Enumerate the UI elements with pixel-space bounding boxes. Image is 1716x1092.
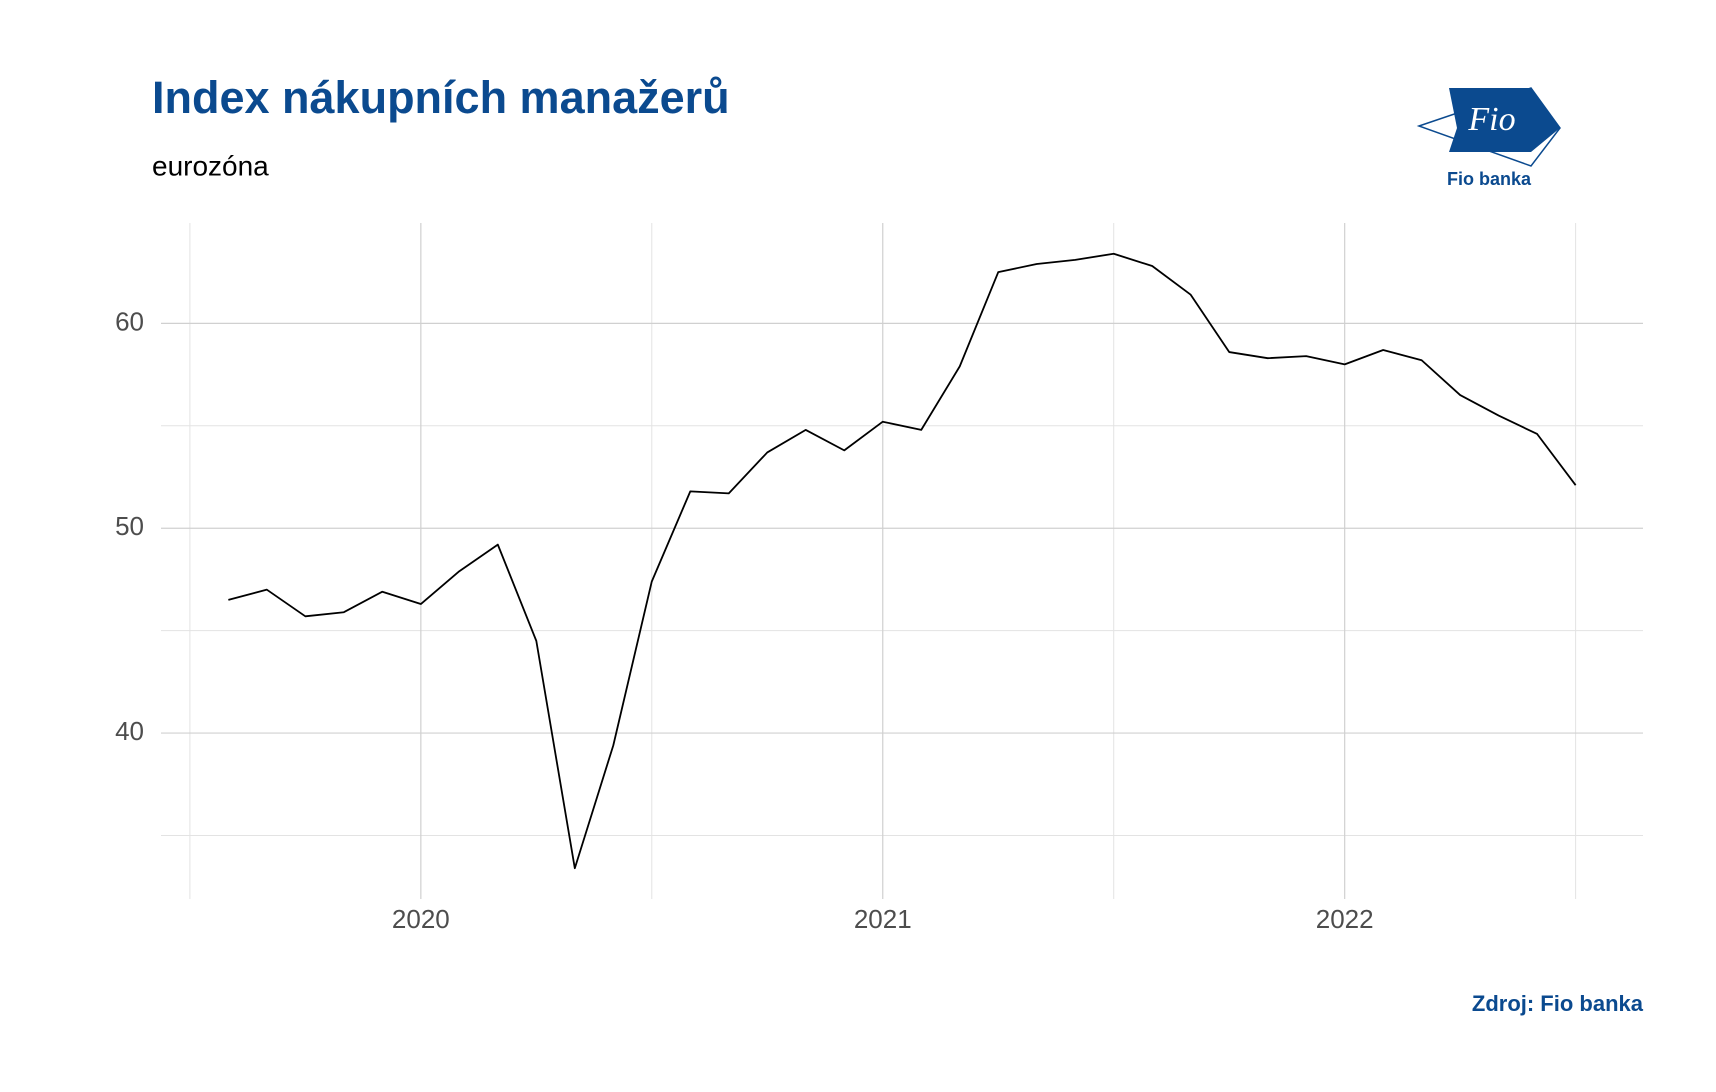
logo-name: Fio banka: [1447, 169, 1532, 189]
y-tick-label: 60: [115, 306, 144, 336]
x-tick-label: 2020: [392, 904, 450, 934]
logo-flag: [1449, 88, 1560, 152]
y-tick-label: 50: [115, 511, 144, 541]
chart-subtitle: eurozóna: [152, 150, 269, 181]
data-line: [228, 252, 1577, 870]
chart-title: Index nákupních manažerů: [152, 72, 730, 123]
x-tick-label: 2022: [1316, 904, 1374, 934]
source: Zdroj: Fio banka: [1472, 991, 1644, 1016]
logo: Fio Fio banka: [1416, 87, 1561, 189]
logo-mark: Fio: [1467, 101, 1515, 138]
x-tick-label: 2021: [854, 904, 912, 934]
y-tick-label: 40: [115, 716, 144, 746]
